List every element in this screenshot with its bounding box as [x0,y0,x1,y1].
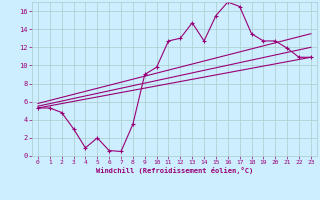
X-axis label: Windchill (Refroidissement éolien,°C): Windchill (Refroidissement éolien,°C) [96,167,253,174]
